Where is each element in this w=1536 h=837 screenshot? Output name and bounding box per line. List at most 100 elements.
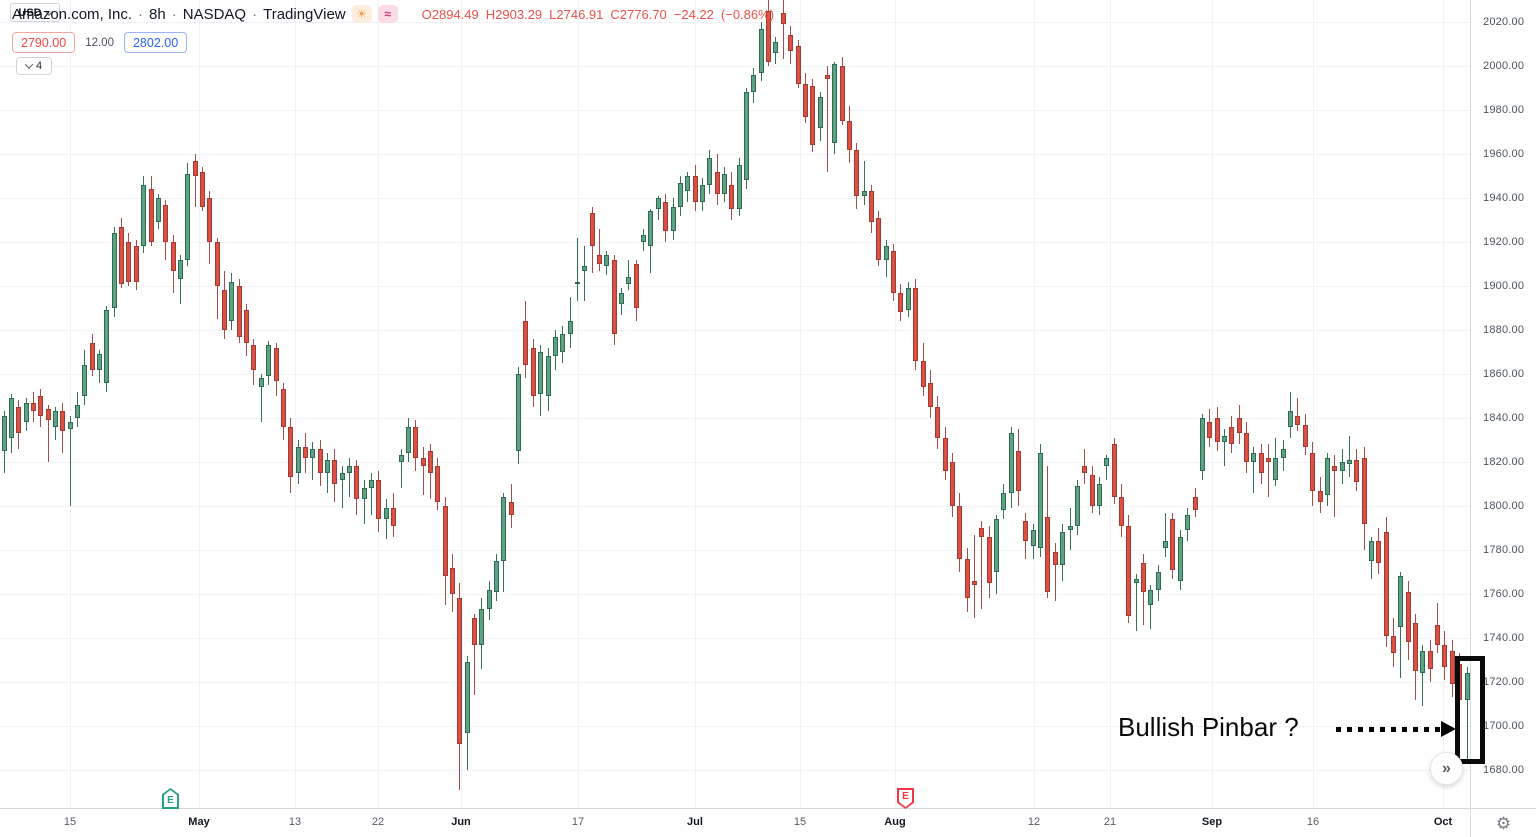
earnings-marker-shape [899, 790, 912, 807]
candle [714, 171, 720, 194]
candle-wick [981, 521, 983, 610]
candle [773, 41, 779, 53]
candle [957, 506, 963, 559]
candle [126, 242, 132, 282]
candle-wick [1348, 435, 1350, 478]
candle [530, 347, 536, 396]
dot-separator: · [252, 5, 258, 23]
candle-wick [371, 473, 373, 515]
chart-canvas[interactable] [0, 0, 1470, 808]
price-axis[interactable]: 2020.00 2000.00 1980.00 1960.00 1940.00 1920.… [1470, 0, 1536, 808]
candle [1060, 532, 1066, 566]
candle [60, 411, 66, 432]
candle [1148, 589, 1154, 605]
candle [1016, 451, 1022, 491]
candle [1119, 497, 1124, 526]
candle [641, 235, 647, 242]
candle [1229, 426, 1235, 445]
time-tick-label: 15 [63, 816, 77, 828]
bullish-pinbar-annotation[interactable]: Bullish Pinbar ? [1118, 712, 1299, 742]
candle-wick [422, 446, 424, 495]
candle [1207, 422, 1213, 438]
earnings-marker-shape [164, 790, 177, 807]
horizontal-gridline [0, 66, 1470, 67]
vertical-gridline [199, 0, 200, 808]
axis-settings-cell: ⚙ [1470, 809, 1536, 837]
dot-separator: · [138, 5, 144, 23]
candle [913, 288, 919, 361]
candle [1251, 453, 1257, 462]
candle [1163, 541, 1169, 548]
vertical-gridline [1212, 0, 1213, 808]
price-tick-label: 1880.00 [1483, 324, 1525, 336]
candle [214, 242, 220, 286]
vertical-gridline [1110, 0, 1111, 808]
candle [1420, 651, 1426, 674]
earnings-marker-icon[interactable]: E [162, 788, 179, 809]
candle [413, 426, 419, 458]
annotation-arrow-line[interactable] [1336, 727, 1442, 732]
time-tick-label: 17 [571, 816, 585, 828]
candle [449, 567, 455, 594]
candle-wick [400, 448, 402, 489]
lower-level-box[interactable]: 2790.00 [12, 32, 76, 53]
earnings-letter: E [902, 791, 909, 802]
candle [155, 198, 161, 223]
horizontal-gridline [0, 22, 1470, 23]
candle [1045, 517, 1051, 592]
candle-wick [576, 237, 578, 302]
candle [1442, 644, 1448, 667]
time-tick-label: Oct [1433, 816, 1453, 828]
price-tick-label: 1780.00 [1483, 544, 1525, 556]
time-axis[interactable]: ⚙ 15 May 13 22 Jun 17 Jul 15 Aug 12 21 Sep 16 Oct [0, 808, 1536, 837]
candle [52, 411, 58, 427]
currency-dropdown[interactable]: USD [10, 3, 60, 22]
pinbar-highlight-box[interactable] [1455, 656, 1485, 764]
interval-label[interactable]: 8h [149, 5, 166, 23]
upper-level-box[interactable]: 2802.00 [123, 32, 188, 53]
candle [163, 204, 169, 242]
candle [920, 360, 926, 388]
candle [1317, 490, 1323, 502]
indicators-collapse-button[interactable]: 4 [16, 57, 52, 75]
candle [817, 96, 823, 128]
sun-icon[interactable]: ☀ [351, 5, 372, 23]
time-tick-label: Jul [687, 816, 703, 828]
candle [1435, 624, 1441, 645]
candle [1266, 457, 1272, 462]
horizontal-gridline [0, 638, 1470, 639]
chevron-down-icon [24, 60, 34, 69]
candle [839, 66, 845, 121]
price-tick-label: 1700.00 [1483, 720, 1525, 732]
horizontal-gridline [0, 374, 1470, 375]
candle [244, 310, 250, 344]
candle [442, 506, 448, 577]
candle [45, 409, 51, 421]
candle [1413, 622, 1419, 671]
candle [273, 347, 279, 381]
candle-wick [1253, 446, 1255, 493]
candle [133, 246, 139, 282]
horizontal-gridline [0, 594, 1470, 595]
candle [670, 206, 676, 231]
scroll-to-recent-button[interactable]: » [1430, 752, 1463, 785]
candle [552, 336, 558, 357]
approx-wave-icon[interactable]: ≈ [377, 5, 398, 23]
horizontal-gridline [0, 418, 1470, 419]
candle [347, 466, 353, 473]
candle [1214, 418, 1220, 443]
candle-wick [312, 442, 314, 480]
candle [869, 191, 875, 223]
candle [119, 226, 125, 284]
earnings-marker-icon[interactable]: E [897, 788, 914, 809]
gear-icon[interactable]: ⚙ [1495, 813, 1512, 833]
candle [986, 536, 992, 583]
dot-separator: · [171, 5, 177, 23]
candle [949, 462, 955, 506]
candle [1185, 514, 1191, 531]
candle-wick [47, 404, 49, 462]
candle [663, 202, 669, 231]
vertical-gridline [1034, 0, 1035, 808]
symbol-title[interactable]: Amazon.com, Inc. [12, 5, 133, 23]
